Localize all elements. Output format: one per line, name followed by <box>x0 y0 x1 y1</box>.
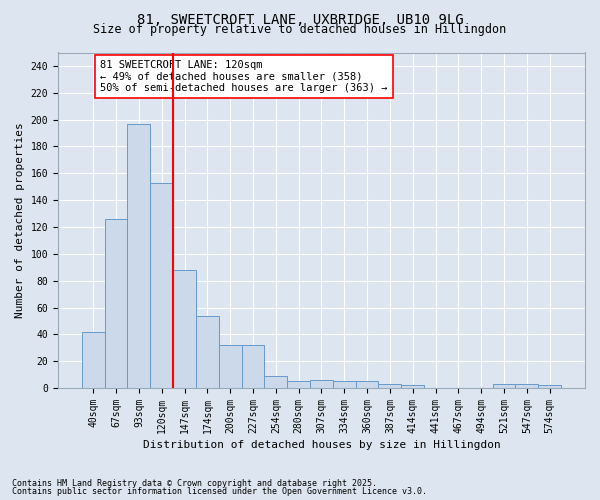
Bar <box>242 345 265 388</box>
Bar <box>219 345 242 388</box>
Text: 81, SWEETCROFT LANE, UXBRIDGE, UB10 9LG: 81, SWEETCROFT LANE, UXBRIDGE, UB10 9LG <box>137 12 463 26</box>
Bar <box>333 382 356 388</box>
Bar <box>104 219 127 388</box>
Bar <box>310 380 333 388</box>
Text: Contains public sector information licensed under the Open Government Licence v3: Contains public sector information licen… <box>12 487 427 496</box>
X-axis label: Distribution of detached houses by size in Hillingdon: Distribution of detached houses by size … <box>143 440 500 450</box>
Bar <box>82 332 104 388</box>
Bar <box>379 384 401 388</box>
Bar <box>356 382 379 388</box>
Bar <box>287 382 310 388</box>
Bar <box>127 124 151 388</box>
Text: Size of property relative to detached houses in Hillingdon: Size of property relative to detached ho… <box>94 24 506 36</box>
Bar <box>265 376 287 388</box>
Bar <box>515 384 538 388</box>
Bar <box>493 384 515 388</box>
Text: 81 SWEETCROFT LANE: 120sqm
← 49% of detached houses are smaller (358)
50% of sem: 81 SWEETCROFT LANE: 120sqm ← 49% of deta… <box>100 60 388 94</box>
Bar <box>401 386 424 388</box>
Text: Contains HM Land Registry data © Crown copyright and database right 2025.: Contains HM Land Registry data © Crown c… <box>12 478 377 488</box>
Y-axis label: Number of detached properties: Number of detached properties <box>15 122 25 318</box>
Bar <box>538 386 561 388</box>
Bar <box>173 270 196 388</box>
Bar <box>151 182 173 388</box>
Bar <box>196 316 219 388</box>
